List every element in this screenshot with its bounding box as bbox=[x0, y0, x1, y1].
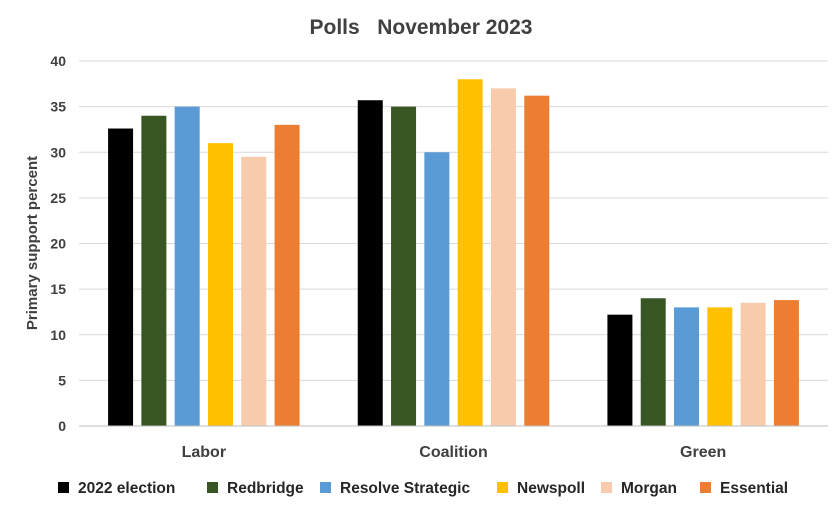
category-label: Coalition bbox=[419, 444, 487, 461]
bar bbox=[674, 307, 700, 426]
legend-item: Redbridge bbox=[207, 480, 304, 497]
legend-label: Morgan bbox=[621, 480, 677, 497]
legend-label: Newspoll bbox=[517, 480, 585, 497]
y-tick-label: 20 bbox=[50, 236, 66, 252]
y-tick-label: 30 bbox=[50, 144, 66, 160]
bar bbox=[174, 106, 200, 426]
legend-label: 2022 election bbox=[78, 480, 175, 497]
y-axis-ticks: 0 5 10 15 20 25 30 35 40 bbox=[50, 53, 66, 434]
legend-swatch bbox=[601, 482, 612, 493]
legend: 2022 election Redbridge Resolve Strategic N… bbox=[58, 480, 788, 497]
chart-title: Polls November 2023 bbox=[310, 16, 533, 39]
y-tick-label: 25 bbox=[50, 190, 66, 206]
bar bbox=[357, 100, 383, 427]
gridlines bbox=[79, 60, 828, 381]
bar bbox=[524, 95, 550, 427]
legend-swatch bbox=[320, 482, 331, 493]
y-axis-label: Primary support percent bbox=[24, 156, 41, 330]
category-label: Green bbox=[680, 444, 726, 461]
y-tick-label: 5 bbox=[58, 372, 66, 388]
legend-swatch bbox=[207, 482, 218, 493]
y-tick-label: 35 bbox=[50, 99, 66, 115]
bar bbox=[640, 298, 666, 426]
legend-swatch bbox=[700, 482, 711, 493]
bar bbox=[141, 115, 167, 426]
y-tick-label: 0 bbox=[58, 418, 66, 434]
category-labels: Labor Coalition Green bbox=[182, 444, 727, 461]
bars bbox=[108, 79, 799, 427]
bar bbox=[607, 314, 633, 426]
legend-swatch bbox=[58, 482, 69, 493]
y-tick-label: 10 bbox=[50, 327, 66, 343]
legend-item: Resolve Strategic bbox=[320, 480, 470, 497]
legend-item: 2022 election bbox=[58, 480, 175, 497]
legend-label: Resolve Strategic bbox=[340, 480, 470, 497]
bar bbox=[773, 300, 799, 426]
bar bbox=[391, 106, 417, 426]
bar bbox=[108, 128, 134, 426]
bar bbox=[207, 143, 233, 426]
y-tick-label: 40 bbox=[50, 53, 66, 69]
bar bbox=[424, 152, 450, 426]
legend-item: Morgan bbox=[601, 480, 677, 497]
bar bbox=[457, 79, 483, 426]
bar bbox=[490, 88, 516, 426]
legend-label: Essential bbox=[720, 480, 788, 497]
legend-label: Redbridge bbox=[227, 480, 304, 497]
bar bbox=[740, 302, 766, 426]
category-label: Labor bbox=[182, 444, 226, 461]
legend-swatch bbox=[497, 482, 508, 493]
legend-item: Newspoll bbox=[497, 480, 585, 497]
bar bbox=[707, 307, 733, 426]
bar bbox=[241, 156, 267, 426]
y-tick-label: 15 bbox=[50, 281, 66, 297]
bar bbox=[274, 124, 300, 426]
legend-item: Essential bbox=[700, 480, 788, 497]
